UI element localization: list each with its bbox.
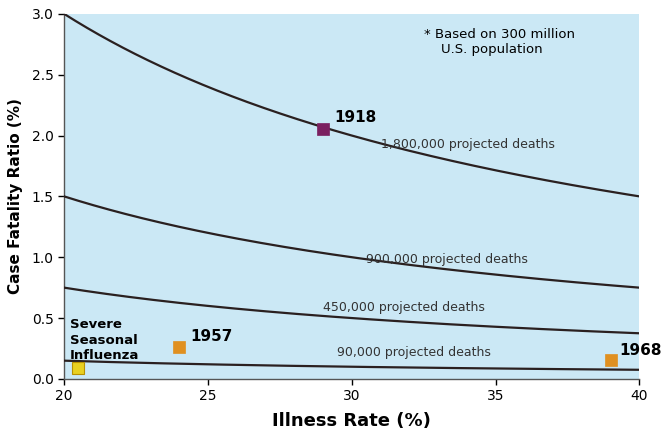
Text: 1,800,000 projected deaths: 1,800,000 projected deaths <box>380 138 554 151</box>
X-axis label: Illness Rate (%): Illness Rate (%) <box>272 412 431 430</box>
Text: 1957: 1957 <box>191 329 233 344</box>
Y-axis label: Case Fatality Ratio (%): Case Fatality Ratio (%) <box>8 99 24 294</box>
Text: * Based on 300 million
    U.S. population: * Based on 300 million U.S. population <box>423 28 575 57</box>
Text: 1918: 1918 <box>335 110 377 124</box>
Text: 90,000 projected deaths: 90,000 projected deaths <box>337 346 491 359</box>
Text: 900,000 projected deaths: 900,000 projected deaths <box>366 253 528 266</box>
Text: Severe
Seasonal
Influenza: Severe Seasonal Influenza <box>70 318 139 362</box>
Text: 1968: 1968 <box>620 343 662 357</box>
Text: 450,000 projected deaths: 450,000 projected deaths <box>323 300 485 314</box>
